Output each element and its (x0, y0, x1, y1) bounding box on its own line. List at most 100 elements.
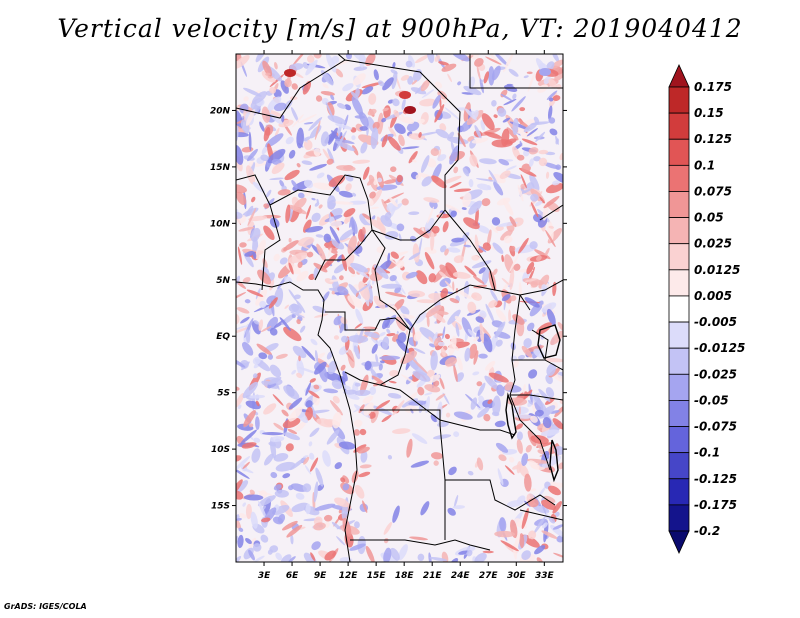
field-blob (504, 381, 514, 391)
field-blob (334, 462, 343, 470)
field-blob (288, 397, 303, 410)
field-blob (401, 374, 416, 384)
field-blob (453, 494, 459, 508)
field-blob (250, 227, 261, 242)
field-blob (351, 273, 357, 278)
field-blob (529, 300, 544, 317)
field-blob (291, 369, 297, 375)
field-blob (302, 483, 312, 493)
field-blob (279, 257, 288, 265)
field-blob (519, 140, 523, 147)
field-blob (481, 198, 491, 207)
lon-tick-label: 15E (367, 571, 387, 581)
colorbar-top-arrow (668, 64, 690, 88)
field-blob (416, 299, 439, 304)
field-blob (511, 96, 526, 112)
field-blob (243, 494, 264, 501)
field-blob (535, 131, 546, 142)
field-blob (236, 292, 247, 302)
lat-tick-label: 10N (210, 219, 231, 229)
field-blob (504, 138, 517, 145)
field-blob (330, 220, 342, 229)
field-blob (449, 181, 462, 189)
field-blob (303, 122, 314, 125)
field-blob (322, 450, 331, 467)
field-blob (267, 549, 273, 555)
field-blob (273, 253, 280, 262)
field-blob (529, 488, 537, 492)
field-blob (315, 467, 324, 487)
field-blob (282, 473, 291, 479)
field-blob (325, 54, 337, 73)
field-blob (464, 108, 477, 121)
field-blob (492, 242, 504, 254)
field-blob (303, 456, 310, 465)
field-blob (497, 107, 507, 117)
field-blob (386, 332, 396, 337)
field-blob (248, 131, 252, 151)
field-blob (242, 461, 250, 470)
field-blob (491, 65, 501, 81)
field-blob (516, 431, 523, 441)
field-blob (521, 163, 531, 173)
field-blob (243, 87, 262, 97)
field-blob (331, 379, 343, 390)
field-blob (542, 522, 548, 529)
field-blob (526, 322, 535, 332)
field-blob (450, 210, 457, 218)
field-blob (547, 485, 561, 496)
field-blob (296, 358, 305, 377)
field-blob (327, 360, 337, 375)
field-blob (435, 128, 450, 139)
field-blob (331, 55, 340, 64)
field-blob (378, 80, 385, 87)
field-blob (370, 127, 379, 150)
field-blob (307, 409, 330, 414)
field-blob (433, 434, 452, 440)
field-blob (377, 177, 383, 183)
lat-tick-label: 15S (211, 502, 230, 512)
field-blob (246, 205, 254, 217)
field-blob (386, 328, 391, 334)
field-blob (330, 94, 335, 101)
field-blob (341, 335, 349, 343)
field-blob (296, 163, 301, 168)
field-blob (261, 145, 269, 155)
field-blob (462, 232, 470, 240)
field-blob (440, 287, 449, 299)
field-blob (542, 417, 552, 429)
field-blob (308, 390, 320, 399)
field-blob (508, 309, 512, 323)
field-blob (369, 199, 374, 206)
field-blob (425, 396, 430, 414)
field-blob (439, 97, 442, 109)
field-blob (526, 458, 549, 464)
field-blob (501, 278, 510, 286)
field-blob (465, 237, 473, 244)
field-blob (341, 503, 348, 520)
field-blob (301, 345, 316, 362)
field-blob (526, 261, 535, 275)
field-blob (533, 395, 547, 411)
field-blob (453, 431, 460, 438)
field-blob (252, 251, 257, 260)
field-blob (527, 400, 533, 405)
field-blob (520, 174, 527, 189)
field-core (284, 69, 296, 77)
field-blob (349, 216, 354, 228)
field-blob (389, 369, 399, 377)
field-blob (494, 530, 515, 538)
field-blob (310, 552, 316, 562)
field-blob (359, 464, 372, 469)
field-blob (487, 229, 492, 246)
field-blob (236, 307, 250, 314)
field-blob (430, 350, 438, 371)
field-blob (495, 339, 503, 347)
colorbar-segment (668, 321, 690, 349)
field-blob (388, 196, 398, 207)
field-blob (293, 197, 307, 210)
field-blob (331, 521, 342, 530)
field-blob (361, 86, 374, 95)
field-blob (318, 213, 332, 226)
field-blob (527, 72, 536, 93)
